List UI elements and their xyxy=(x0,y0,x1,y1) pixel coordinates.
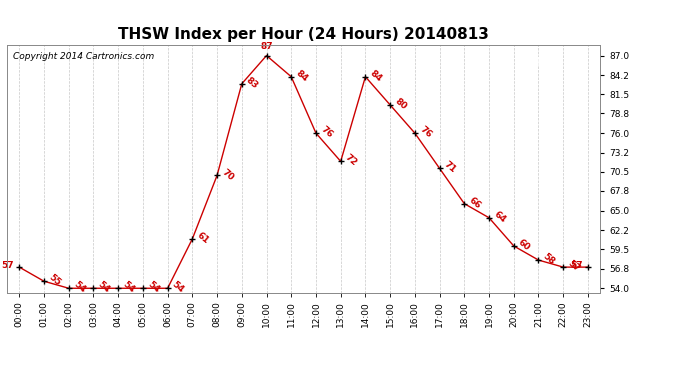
Text: 71: 71 xyxy=(442,160,458,175)
Text: 80: 80 xyxy=(393,97,408,111)
Text: 54: 54 xyxy=(170,280,186,295)
Text: 72: 72 xyxy=(344,153,359,168)
Text: 70: 70 xyxy=(220,167,235,182)
Text: 60: 60 xyxy=(517,238,532,252)
Text: 83: 83 xyxy=(244,75,260,90)
Text: 61: 61 xyxy=(195,231,210,246)
Text: 54: 54 xyxy=(72,280,87,295)
Title: THSW Index per Hour (24 Hours) 20140813: THSW Index per Hour (24 Hours) 20140813 xyxy=(118,27,489,42)
Text: 54: 54 xyxy=(146,280,161,295)
Text: 84: 84 xyxy=(368,69,384,84)
Text: 76: 76 xyxy=(319,125,334,140)
Text: Copyright 2014 Cartronics.com: Copyright 2014 Cartronics.com xyxy=(13,53,154,62)
Text: 54: 54 xyxy=(96,280,112,295)
Text: 54: 54 xyxy=(121,280,137,295)
Text: 57: 57 xyxy=(566,259,582,274)
Text: 84: 84 xyxy=(294,69,310,84)
Text: 64: 64 xyxy=(492,210,507,225)
Text: 76: 76 xyxy=(417,125,433,140)
Text: 66: 66 xyxy=(467,195,482,210)
Text: 58: 58 xyxy=(541,252,557,267)
Text: 55: 55 xyxy=(47,273,62,288)
Text: 87: 87 xyxy=(260,42,273,51)
Text: 57: 57 xyxy=(1,261,14,270)
Text: 57: 57 xyxy=(570,261,582,270)
